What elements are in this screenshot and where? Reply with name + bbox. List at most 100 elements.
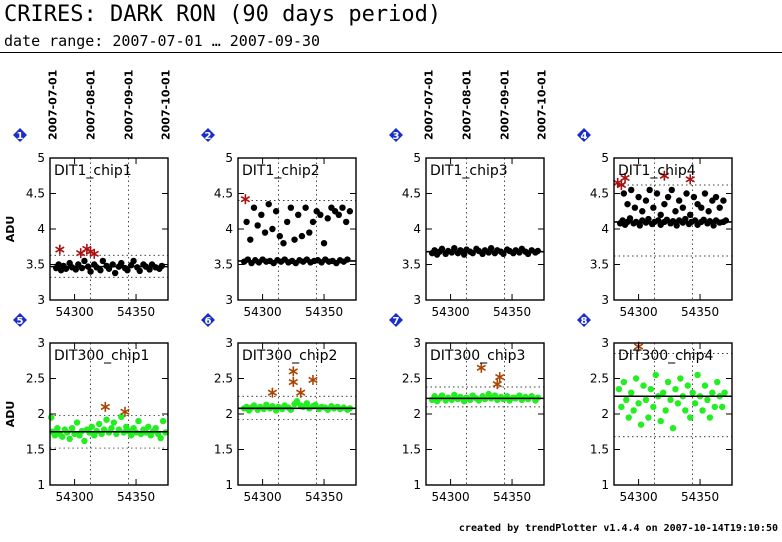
plot-frame: [613, 157, 733, 301]
outlier-stroke: [55, 246, 65, 253]
data-point: [628, 186, 635, 194]
data-point: [620, 190, 628, 197]
data-point: [146, 266, 153, 273]
y-tick-label: 3.5: [26, 258, 45, 272]
data-point: [664, 193, 672, 201]
outlier-marker: [616, 179, 627, 190]
y-tick-label: 1.5: [26, 443, 45, 457]
data-point: [642, 197, 650, 204]
plot-frame: [49, 157, 169, 301]
data-point: [317, 211, 324, 218]
data-point: [640, 382, 647, 389]
panel-index-label: 5: [17, 316, 24, 327]
data-point: [631, 204, 639, 211]
data-point: [108, 425, 115, 432]
data-point: [675, 197, 683, 204]
data-point: [118, 413, 125, 421]
data-point: [630, 407, 637, 414]
data-point: [721, 389, 728, 396]
outlier-stroke: [308, 376, 318, 384]
outlier-marker: [295, 387, 306, 398]
outlier-marker: [89, 248, 99, 259]
data-point: [636, 222, 644, 229]
data-point: [118, 259, 125, 267]
y-tick-label: 3.5: [402, 258, 421, 272]
data-point: [632, 375, 640, 382]
outlier-marker: [492, 379, 502, 390]
y-tick-label: 3.5: [214, 258, 233, 272]
data-point: [701, 382, 709, 389]
outlier-stroke: [495, 373, 505, 381]
data-point: [664, 378, 672, 386]
panel-title: DIT300_chip3: [430, 348, 525, 364]
data-point: [451, 244, 458, 252]
date-tick-label: 2007-10-01: [160, 70, 173, 140]
data-point: [691, 400, 699, 407]
plot-frame: [425, 157, 545, 301]
data-point: [287, 406, 295, 413]
data-point: [66, 435, 73, 443]
data-point: [265, 200, 272, 208]
data-point: [303, 400, 311, 407]
date-tick-label: 2007-08-01: [461, 70, 474, 140]
panel-title: DIT300_chip2: [242, 348, 337, 364]
data-point: [72, 266, 80, 273]
y-tick-label: 1.5: [214, 443, 233, 457]
data-point: [324, 215, 331, 222]
data-point: [714, 378, 721, 386]
data-point: [625, 414, 632, 421]
x-tick-label: 54350: [305, 305, 343, 319]
data-point: [672, 208, 679, 215]
data-point: [668, 186, 675, 194]
data-point: [320, 240, 328, 247]
data-point: [650, 204, 657, 211]
data-point: [704, 396, 711, 403]
data-point: [720, 197, 727, 204]
panel-DIT1_chip4: 4 DIT1_chip4 3 3.5 4 4.5 5 54300 54350: [577, 128, 733, 319]
panel-DIT1_chip3: 3 DIT1_chip3 3 3.5 4 4.5 5 54300 54350: [389, 128, 545, 319]
panel-index-label: 4: [581, 131, 588, 142]
x-tick-label: 54300: [55, 305, 93, 319]
data-point: [250, 204, 258, 211]
panel-index-badge: [13, 128, 27, 142]
data-point: [645, 215, 652, 223]
outlier-stroke: [476, 364, 487, 372]
data-point: [679, 204, 687, 211]
data-point: [698, 204, 705, 211]
y-tick-label: 3: [413, 293, 421, 307]
outlier-marker: [288, 377, 299, 388]
data-point: [135, 417, 142, 425]
plot-frame: [425, 342, 545, 486]
panel-index-label: 6: [205, 316, 212, 327]
data-point: [626, 215, 634, 222]
data-point: [312, 401, 319, 408]
panel-title: DIT1_chip3: [430, 163, 508, 179]
data-point: [710, 222, 717, 229]
date-tick-label: 2007-07-01: [46, 70, 59, 140]
data-point: [652, 371, 659, 379]
data-point: [635, 193, 642, 201]
data-point: [653, 190, 661, 197]
x-tick-label: 54300: [431, 305, 469, 319]
x-tick-label: 54350: [681, 490, 719, 504]
y-tick-label: 3: [225, 336, 233, 350]
data-point: [145, 423, 152, 430]
panel-DIT300_chip4: 8 DIT300_chip4 1 1.5 2 2.5 3 54300 54350: [577, 313, 733, 504]
data-point: [669, 425, 677, 432]
y-tick-label: 3: [413, 336, 421, 350]
data-point: [624, 200, 631, 208]
data-point: [705, 208, 712, 215]
panel-index-label: 2: [205, 131, 212, 142]
outlier-marker: [288, 366, 299, 377]
data-point: [642, 396, 650, 403]
outlier-stroke: [120, 408, 130, 416]
data-point: [295, 211, 302, 218]
y-tick-label: 5: [37, 151, 45, 165]
date-tick-label: 2007-09-01: [499, 70, 512, 140]
x-tick-label: 54350: [305, 490, 343, 504]
y-tick-label: 4.5: [26, 187, 45, 201]
y-tick-label: 1: [225, 478, 233, 492]
panel-index-badge: [13, 313, 27, 327]
y-tick-label: 3: [601, 293, 609, 307]
